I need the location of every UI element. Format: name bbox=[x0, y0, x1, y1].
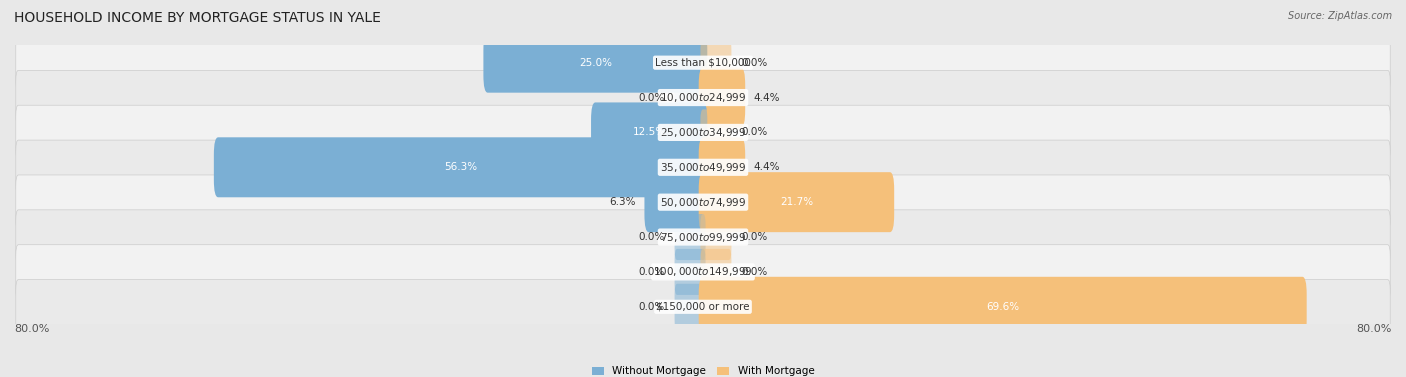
FancyBboxPatch shape bbox=[675, 214, 706, 260]
Text: 69.6%: 69.6% bbox=[986, 302, 1019, 312]
FancyBboxPatch shape bbox=[699, 67, 745, 127]
Text: 12.5%: 12.5% bbox=[633, 127, 665, 138]
FancyBboxPatch shape bbox=[675, 75, 706, 121]
FancyBboxPatch shape bbox=[644, 172, 707, 232]
Text: 56.3%: 56.3% bbox=[444, 162, 477, 172]
Text: 6.3%: 6.3% bbox=[609, 197, 636, 207]
FancyBboxPatch shape bbox=[15, 140, 1391, 195]
FancyBboxPatch shape bbox=[15, 105, 1391, 159]
Text: HOUSEHOLD INCOME BY MORTGAGE STATUS IN YALE: HOUSEHOLD INCOME BY MORTGAGE STATUS IN Y… bbox=[14, 11, 381, 25]
FancyBboxPatch shape bbox=[700, 249, 731, 295]
FancyBboxPatch shape bbox=[214, 137, 707, 197]
FancyBboxPatch shape bbox=[700, 109, 731, 155]
Text: 0.0%: 0.0% bbox=[742, 58, 768, 68]
Text: 25.0%: 25.0% bbox=[579, 58, 612, 68]
FancyBboxPatch shape bbox=[15, 210, 1391, 264]
Text: 4.4%: 4.4% bbox=[754, 92, 780, 103]
FancyBboxPatch shape bbox=[591, 103, 707, 162]
FancyBboxPatch shape bbox=[699, 277, 1306, 337]
Text: $25,000 to $34,999: $25,000 to $34,999 bbox=[659, 126, 747, 139]
FancyBboxPatch shape bbox=[700, 40, 731, 86]
Text: 0.0%: 0.0% bbox=[638, 267, 664, 277]
FancyBboxPatch shape bbox=[15, 70, 1391, 125]
FancyBboxPatch shape bbox=[484, 33, 707, 93]
Text: $10,000 to $24,999: $10,000 to $24,999 bbox=[659, 91, 747, 104]
Text: 4.4%: 4.4% bbox=[754, 162, 780, 172]
Text: 0.0%: 0.0% bbox=[742, 232, 768, 242]
Text: 0.0%: 0.0% bbox=[742, 267, 768, 277]
FancyBboxPatch shape bbox=[700, 214, 731, 260]
Text: $100,000 to $149,999: $100,000 to $149,999 bbox=[654, 265, 752, 278]
Text: $75,000 to $99,999: $75,000 to $99,999 bbox=[659, 231, 747, 244]
Text: $35,000 to $49,999: $35,000 to $49,999 bbox=[659, 161, 747, 174]
Text: 80.0%: 80.0% bbox=[1357, 324, 1392, 334]
Text: 80.0%: 80.0% bbox=[14, 324, 49, 334]
Text: Source: ZipAtlas.com: Source: ZipAtlas.com bbox=[1288, 11, 1392, 21]
FancyBboxPatch shape bbox=[15, 245, 1391, 299]
Text: Less than $10,000: Less than $10,000 bbox=[655, 58, 751, 68]
Legend: Without Mortgage, With Mortgage: Without Mortgage, With Mortgage bbox=[588, 362, 818, 377]
Text: 21.7%: 21.7% bbox=[780, 197, 813, 207]
FancyBboxPatch shape bbox=[699, 137, 745, 197]
Text: $50,000 to $74,999: $50,000 to $74,999 bbox=[659, 196, 747, 208]
Text: 0.0%: 0.0% bbox=[742, 127, 768, 138]
FancyBboxPatch shape bbox=[15, 175, 1391, 229]
Text: 0.0%: 0.0% bbox=[638, 302, 664, 312]
FancyBboxPatch shape bbox=[675, 284, 706, 330]
FancyBboxPatch shape bbox=[675, 249, 706, 295]
FancyBboxPatch shape bbox=[15, 35, 1391, 90]
Text: 0.0%: 0.0% bbox=[638, 92, 664, 103]
Text: 0.0%: 0.0% bbox=[638, 232, 664, 242]
FancyBboxPatch shape bbox=[699, 172, 894, 232]
Text: $150,000 or more: $150,000 or more bbox=[657, 302, 749, 312]
FancyBboxPatch shape bbox=[15, 280, 1391, 334]
